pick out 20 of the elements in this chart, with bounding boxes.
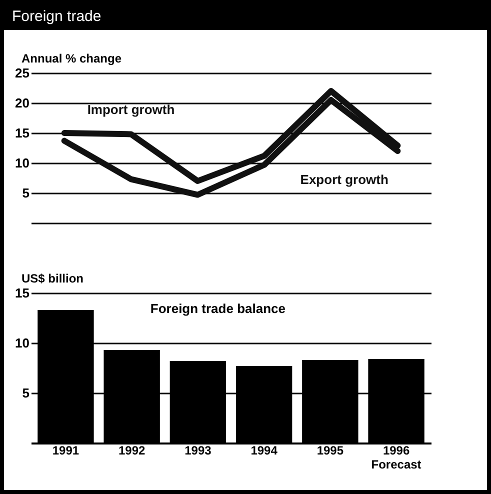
y-tick-label: 10 bbox=[15, 336, 30, 350]
text: Foreign trade balance bbox=[150, 301, 286, 316]
y-axis-title: Annual % change bbox=[22, 52, 122, 66]
y-tick-label: 10 bbox=[15, 156, 30, 170]
y-tick-label: 15 bbox=[15, 286, 30, 300]
x-tick-label: 1996 Forecast bbox=[371, 444, 422, 472]
y-tick-label: 15 bbox=[15, 126, 30, 140]
x-tick-label: 1991 bbox=[52, 444, 80, 458]
series-label: Import growth bbox=[87, 102, 175, 118]
y-tick-label: 20 bbox=[15, 96, 30, 110]
y-tick-label: 5 bbox=[22, 386, 30, 400]
y-tick-label: 25 bbox=[15, 66, 30, 80]
y-tick-label: 5 bbox=[22, 186, 30, 200]
chart-title: Foreign trade bbox=[4, 4, 487, 30]
x-tick-label: 1994 bbox=[250, 444, 278, 458]
series-label: Export growth bbox=[300, 172, 388, 187]
x-tick-label: 1995 bbox=[316, 444, 344, 458]
x-tick-label: 1992 bbox=[118, 444, 146, 458]
y-axis-title: US$ billion bbox=[22, 272, 84, 286]
x-tick-label: 1993 bbox=[184, 444, 212, 458]
